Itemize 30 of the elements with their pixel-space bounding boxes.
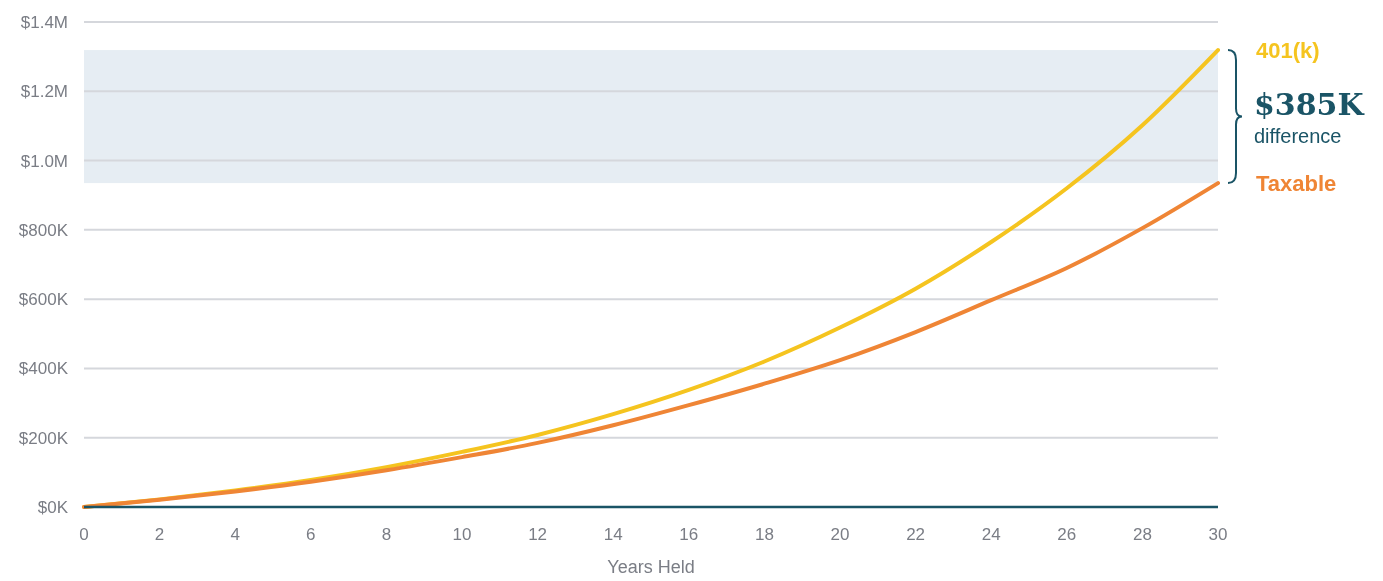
x-tick-label: 18 <box>754 525 774 544</box>
x-tick-label: 10 <box>452 525 472 544</box>
y-tick-label: $600K <box>18 290 69 310</box>
x-tick-label: 22 <box>906 525 926 544</box>
y-tick-label: $200K <box>18 428 69 448</box>
x-tick-label: 28 <box>1132 525 1152 544</box>
line-series <box>82 181 1220 509</box>
text: difference <box>1254 124 1342 147</box>
y-tick-label: $1.4M <box>20 12 68 32</box>
series-label: 401(k) <box>1256 37 1320 63</box>
y-tick-label: $400K <box>18 359 69 379</box>
x-tick-label: 8 <box>381 525 392 544</box>
x-tick-label: 30 <box>1208 525 1228 544</box>
x-axis-title: Years Held <box>607 557 695 577</box>
y-tick-label: $800K <box>18 220 69 240</box>
x-tick-label: 14 <box>603 525 623 544</box>
x-tick-label: 16 <box>679 525 699 544</box>
x-tick-label: 4 <box>230 525 240 544</box>
text: $385K <box>1254 86 1365 122</box>
y-tick-label: $0K <box>37 497 69 517</box>
x-tick-label: 20 <box>830 525 850 544</box>
x-tick-label: 24 <box>981 525 1001 544</box>
x-tick-label: 6 <box>306 525 316 544</box>
x-tick-label: 0 <box>79 525 89 544</box>
x-tick-label: 2 <box>154 525 165 544</box>
series-label: Taxable <box>1256 170 1337 196</box>
y-tick-label: $1.0M <box>20 151 68 171</box>
x-tick-label: 26 <box>1057 525 1077 544</box>
y-tick-label: $1.2M <box>20 82 68 102</box>
x-tick-label: 12 <box>528 525 548 544</box>
